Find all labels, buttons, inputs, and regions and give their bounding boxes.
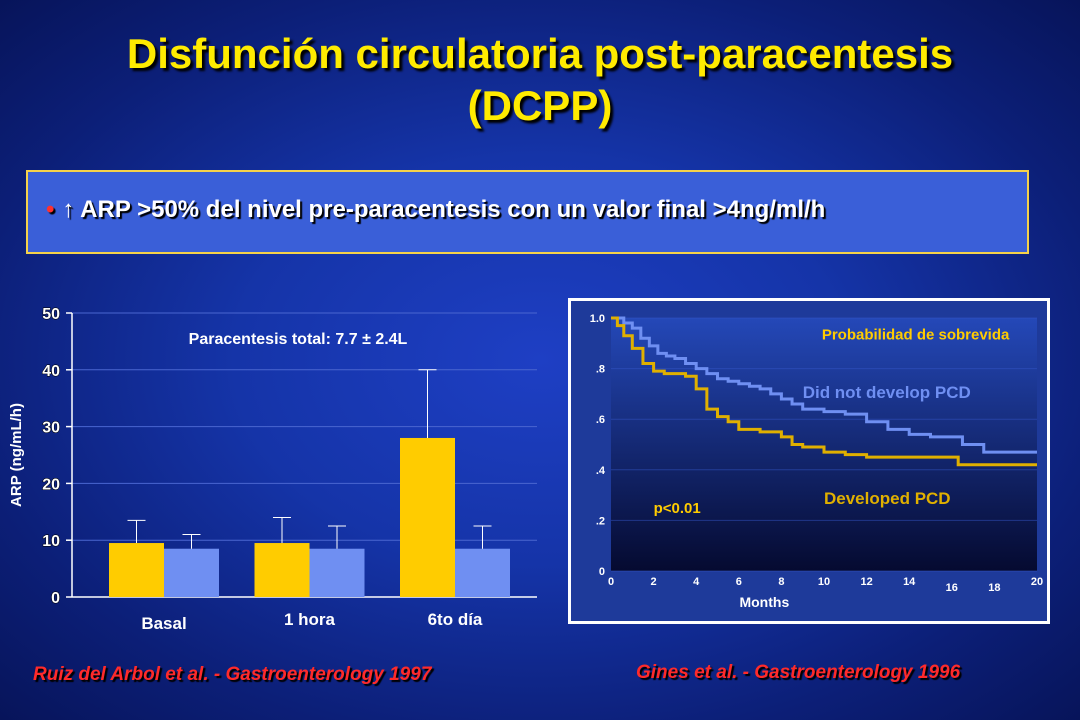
x-tick-label: 14 — [903, 576, 916, 588]
x-tick-label: 18 — [988, 582, 1000, 594]
y-tick-label: .4 — [596, 465, 606, 477]
arp-bar-chart: 0 10 20 30 40 50 ARP (ng/mL/h) Paracentesis tot… — [8, 306, 537, 633]
x-category-label: 1 hora — [284, 610, 336, 629]
y-tick-label: 20 — [42, 476, 60, 493]
title-line-2: (DCPP) — [467, 82, 613, 129]
survival-chart: 0 .2 .4 .6 .8 1.0 0 2 4 6 8 10 12 14 16 18 20 Months Did n… — [590, 313, 1043, 610]
bar — [164, 548, 219, 597]
y-tick-label: 10 — [42, 533, 60, 550]
x-tick-label: 2 — [651, 576, 657, 588]
reference-right: Gines et al. - Gastroenterology 1996 — [636, 662, 961, 683]
x-tick-label: 20 — [1031, 576, 1043, 588]
y-tick-label: 40 — [42, 363, 60, 380]
bar — [455, 548, 510, 597]
definition-box: • ↑ ARP >50% del nivel pre-paracentesis c… — [26, 170, 1029, 254]
bar — [254, 543, 310, 597]
bar — [109, 543, 164, 597]
x-tick-label: 16 — [946, 582, 958, 594]
x-tick-label: 4 — [693, 576, 700, 588]
curve-no-pcd — [611, 316, 1037, 454]
definition-label: ↑ ARP >50% del nivel pre-paracentesis co… — [62, 196, 826, 223]
y-tick-label: 0 — [599, 566, 605, 578]
x-category-label: Basal — [141, 614, 186, 633]
survival-chart-panel: 0 .2 .4 .6 .8 1.0 0 2 4 6 8 10 12 14 16 18 20 Months Did n… — [568, 298, 1050, 624]
bar — [400, 437, 455, 597]
survival-chart-title: Probabilidad de sobrevida — [822, 327, 1010, 344]
y-tick-label: 0 — [51, 590, 60, 607]
slide-title: Disfunción circulatoria post-paracentesi… — [0, 28, 1080, 132]
x-tick-label: 6 — [736, 576, 742, 588]
y-tick-label: .2 — [596, 515, 605, 527]
x-tick-label: 10 — [818, 576, 830, 588]
title-line-1: Disfunción circulatoria post-paracentesi… — [126, 30, 954, 77]
x-tick-label: 12 — [860, 576, 872, 588]
y-axis-label: ARP (ng/mL/h) — [8, 403, 25, 507]
x-axis-label: Months — [739, 594, 789, 610]
paracentesis-annotation: Paracentesis total: 7.7 ± 2.4L — [189, 331, 408, 348]
definition-text: • ↑ ARP >50% del nivel pre-paracentesis c… — [46, 196, 825, 224]
survival-chart-inner: 0 .2 .4 .6 .8 1.0 0 2 4 6 8 10 12 14 16 18 20 Months Did n… — [571, 301, 1047, 621]
series-label-pcd: Developed PCD — [824, 489, 951, 508]
p-value-annotation: p<0.01 — [654, 500, 701, 517]
x-tick-label: 8 — [778, 576, 784, 588]
y-tick-label: .8 — [596, 364, 605, 376]
y-tick-label: .6 — [596, 414, 605, 426]
bar — [309, 548, 365, 597]
curve-pcd — [611, 316, 1037, 467]
y-tick-label: 50 — [42, 306, 60, 323]
x-tick-label: 0 — [608, 576, 614, 588]
y-tick-label: 1.0 — [590, 313, 605, 325]
reference-left: Ruiz del Arbol et al. - Gastroenterology… — [33, 664, 432, 685]
y-tick-label: 30 — [42, 420, 60, 437]
series-label-no-pcd: Did not develop PCD — [803, 383, 971, 402]
bullet-icon: • — [46, 196, 55, 223]
x-category-label: 6to día — [428, 610, 483, 629]
